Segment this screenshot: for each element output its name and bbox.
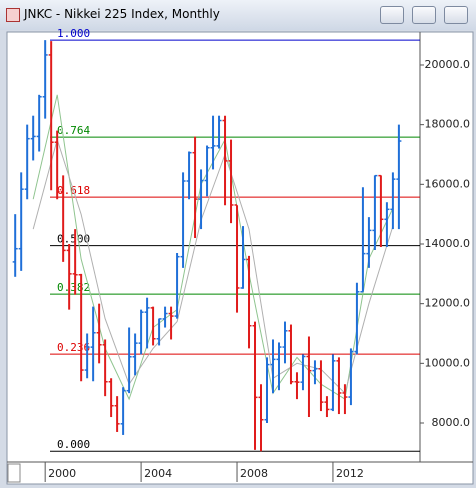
fib-label: 0.500 bbox=[57, 233, 90, 246]
y-tick-label: 14000.0 bbox=[425, 237, 471, 250]
y-tick-label: 12000.0 bbox=[425, 297, 471, 310]
fib-label: 0.000 bbox=[57, 438, 90, 451]
y-tick-label: 8000.0 bbox=[432, 416, 471, 429]
title-bar: JNKC - Nikkei 225 Index, Monthly bbox=[0, 0, 476, 30]
x-tick-label: 2000 bbox=[48, 467, 76, 480]
y-tick-label: 16000.0 bbox=[425, 177, 471, 190]
x-tick-label: 2012 bbox=[336, 467, 364, 480]
y-tick-label: 10000.0 bbox=[425, 356, 471, 369]
maximize-button[interactable] bbox=[412, 6, 436, 24]
y-tick-label: 18000.0 bbox=[425, 118, 471, 131]
x-tick-label: 2008 bbox=[240, 467, 268, 480]
y-tick-label: 20000.0 bbox=[425, 58, 471, 71]
x-tick-label: 2004 bbox=[144, 467, 172, 480]
fib-label: 0.236 bbox=[57, 341, 90, 354]
fib-label: 1.000 bbox=[57, 27, 90, 40]
fib-label: 0.764 bbox=[57, 124, 90, 137]
minimize-button[interactable] bbox=[380, 6, 404, 24]
window-title: JNKC - Nikkei 225 Index, Monthly bbox=[24, 7, 220, 21]
chart-frame bbox=[6, 31, 474, 485]
scroll-box[interactable] bbox=[7, 463, 21, 483]
fib-label: 0.382 bbox=[57, 281, 90, 294]
app-icon bbox=[6, 8, 20, 22]
close-button[interactable] bbox=[444, 6, 468, 24]
